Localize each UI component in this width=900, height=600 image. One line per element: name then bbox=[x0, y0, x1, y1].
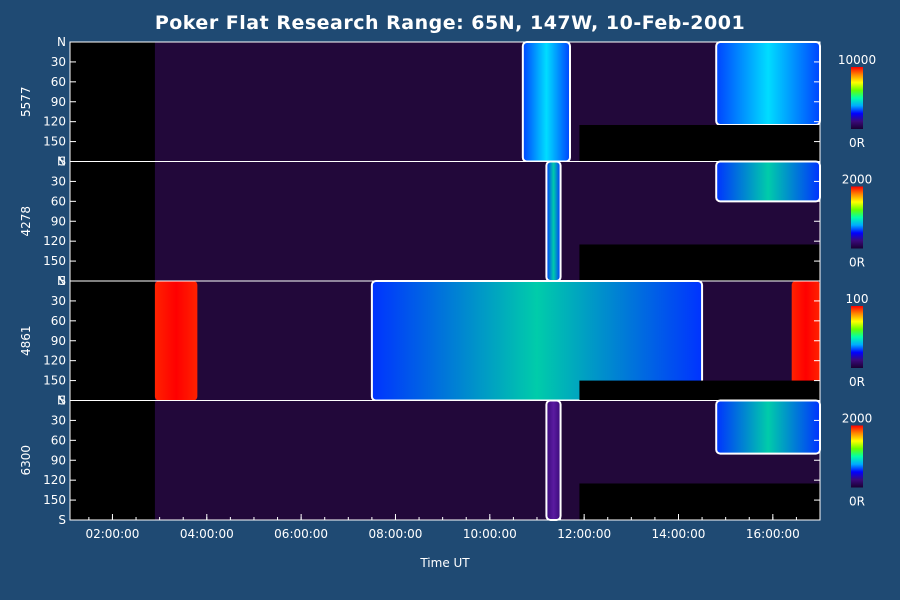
emission-region bbox=[545, 160, 562, 282]
y-tick-label: N bbox=[57, 274, 66, 288]
x-tick-label: 12:00:00 bbox=[557, 527, 611, 541]
y-tick-label: 120 bbox=[43, 234, 66, 248]
y-tick-label: 60 bbox=[51, 314, 66, 328]
x-tick-label: 08:00:00 bbox=[369, 527, 423, 541]
panel-5577: N 30 60 90 120 150 S 5577 10000 0R bbox=[19, 35, 876, 169]
colorbar bbox=[851, 425, 863, 488]
panel-4278: N 30 60 90 120 150 S 4278 2000 0R bbox=[19, 155, 872, 289]
panel-4861: N 30 60 90 120 150 S 4861 100 0R bbox=[19, 274, 868, 408]
x-tick-label: 14:00:00 bbox=[652, 527, 706, 541]
emission-region bbox=[791, 281, 820, 401]
y-tick-label: 150 bbox=[43, 493, 66, 507]
x-axis: 02:00:00 04:00:00 06:00:00 08:00:00 10:00:00… bbox=[85, 514, 821, 541]
colorbar-max-label: 2000 bbox=[842, 412, 873, 426]
colorbar-min-label: 0R bbox=[849, 256, 865, 270]
no-data-block bbox=[579, 244, 820, 281]
colorbar bbox=[851, 186, 863, 249]
y-tick-label: 30 bbox=[51, 294, 66, 308]
colorbar-max-label: 10000 bbox=[838, 53, 876, 67]
y-tick-label: 60 bbox=[51, 194, 66, 208]
panel-wavelength-label: 4861 bbox=[19, 325, 33, 356]
y-tick-label: S bbox=[58, 274, 66, 288]
no-data-block bbox=[579, 483, 820, 520]
x-tick-label: 06:00:00 bbox=[274, 527, 328, 541]
x-tick-label: 02:00:00 bbox=[85, 527, 139, 541]
colorbar-min-label: 0R bbox=[849, 375, 865, 389]
colorbar-min-label: 0R bbox=[849, 495, 865, 509]
y-tick-label: S bbox=[58, 394, 66, 408]
y-tick-label: 120 bbox=[43, 354, 66, 368]
colorbar bbox=[851, 306, 863, 368]
colorbar-max-label: 100 bbox=[846, 292, 869, 306]
y-tick-label: 90 bbox=[51, 334, 66, 348]
chart-title: Poker Flat Research Range: 65N, 147W, 10… bbox=[155, 12, 745, 34]
y-tick-label: 90 bbox=[51, 214, 66, 228]
emission-region bbox=[715, 160, 822, 203]
y-tick-label: 120 bbox=[43, 115, 66, 129]
colorbar bbox=[851, 67, 863, 129]
y-tick-label: N bbox=[57, 155, 66, 169]
y-tick-label: S bbox=[58, 513, 66, 527]
y-tick-label: 30 bbox=[51, 174, 66, 188]
no-data-block bbox=[579, 124, 820, 162]
emission-region bbox=[545, 399, 562, 521]
y-tick-label: N bbox=[57, 394, 66, 408]
x-axis-label: Time UT bbox=[419, 556, 470, 570]
panel-6300: N 30 60 90 120 150 S 6300 2000 0R bbox=[19, 394, 872, 528]
y-tick-label: N bbox=[57, 35, 66, 49]
y-tick-label: 30 bbox=[51, 413, 66, 427]
panels-group: N 30 60 90 120 150 S 5577 10000 0R N 30 60 90 120 150 S 4… bbox=[19, 35, 876, 527]
y-tick-label: 60 bbox=[51, 433, 66, 447]
y-tick-label: 150 bbox=[43, 254, 66, 268]
x-tick-label: 04:00:00 bbox=[180, 527, 234, 541]
y-tick-label: 90 bbox=[51, 95, 66, 109]
y-tick-label: S bbox=[58, 155, 66, 169]
emission-region bbox=[154, 281, 198, 401]
y-tick-label: 150 bbox=[43, 135, 66, 149]
y-tick-label: 90 bbox=[51, 453, 66, 467]
colorbar-max-label: 2000 bbox=[842, 173, 873, 187]
emission-region bbox=[521, 41, 572, 163]
y-tick-label: 60 bbox=[51, 75, 66, 89]
emission-region bbox=[715, 41, 822, 126]
y-tick-label: 150 bbox=[43, 374, 66, 388]
panel-wavelength-label: 6300 bbox=[19, 445, 33, 476]
panel-wavelength-label: 5577 bbox=[19, 86, 33, 117]
no-data-block bbox=[579, 380, 820, 401]
x-tick-label: 16:00:00 bbox=[746, 527, 800, 541]
y-tick-label: 120 bbox=[43, 473, 66, 487]
y-tick-label: 30 bbox=[51, 55, 66, 69]
panel-wavelength-label: 4278 bbox=[19, 206, 33, 237]
emission-region bbox=[715, 399, 822, 455]
colorbar-min-label: 0R bbox=[849, 136, 865, 150]
x-tick-label: 10:00:00 bbox=[463, 527, 517, 541]
